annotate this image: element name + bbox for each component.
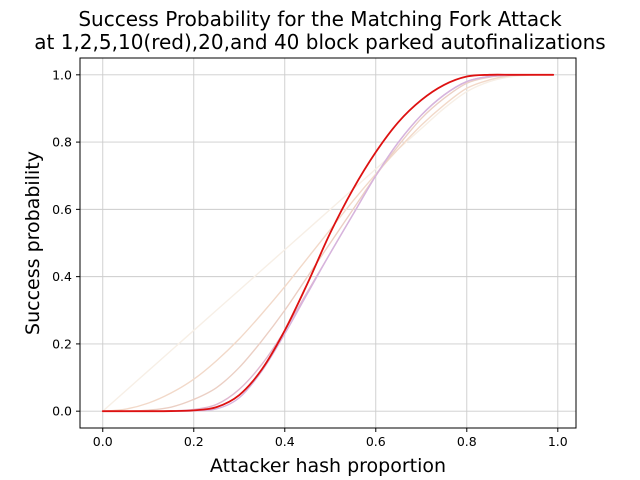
y-tick-label: 0.4 (52, 269, 72, 284)
series-line-5 (102, 74, 554, 412)
y-tick-label: 0.6 (52, 202, 72, 217)
y-tick-label: 0.2 (52, 336, 72, 351)
y-tick-label: 0.8 (52, 135, 72, 150)
series-line-2 (102, 74, 554, 412)
x-tick-label: 0.4 (275, 434, 295, 449)
plot-frame (79, 57, 577, 429)
series-line-3 (102, 74, 554, 412)
y-tick-label: 0.0 (52, 404, 72, 419)
series-line-1 (102, 73, 554, 412)
x-axis-label: Attacker hash proportion (210, 455, 446, 477)
series-line-6 (101, 73, 555, 413)
chart-title-line-1: Success Probability for the Matching For… (78, 7, 562, 31)
x-tick-label: 1.0 (548, 434, 568, 449)
x-tick-label: 0.8 (457, 434, 477, 449)
series-line-4 (102, 74, 554, 412)
x-tick-label: 0.6 (366, 434, 386, 449)
grid-layer (80, 58, 576, 428)
chart-title-line-2: at 1,2,5,10(red),20,and 40 block parked … (34, 30, 605, 54)
x-tick-label: 0.0 (93, 434, 113, 449)
x-tick-label: 0.2 (184, 434, 204, 449)
y-axis-label: Success probability (22, 151, 44, 335)
tick-layer: 0.0 0.2 0.4 0.6 0.8 1.0 0.0 0.2 0.4 0.6 0.8 1.0 (52, 67, 568, 449)
series-layer (101, 73, 555, 413)
y-tick-label: 1.0 (52, 67, 72, 82)
